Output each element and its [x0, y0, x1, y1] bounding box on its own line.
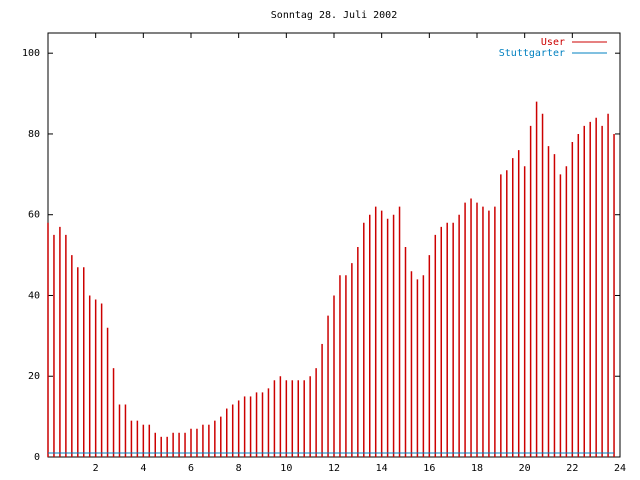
x-tick-label: 8: [236, 463, 242, 474]
x-tick-label: 6: [188, 463, 194, 474]
chart-title: Sonntag 28. Juli 2002: [271, 10, 397, 21]
x-tick-label: 22: [566, 463, 578, 474]
y-tick-label: 0: [34, 452, 40, 463]
y-tick-label: 100: [22, 48, 40, 59]
legend-label: User: [541, 37, 565, 48]
x-tick-label: 12: [328, 463, 340, 474]
x-tick-label: 20: [519, 463, 531, 474]
y-tick-label: 20: [28, 371, 40, 382]
x-tick-label: 14: [376, 463, 388, 474]
x-tick-label: 2: [93, 463, 99, 474]
x-tick-label: 10: [280, 463, 292, 474]
y-tick-label: 40: [28, 290, 40, 301]
legend-label: Stuttgarter: [499, 48, 565, 59]
x-tick-label: 4: [140, 463, 146, 474]
y-tick-label: 80: [28, 129, 40, 140]
x-tick-label: 16: [423, 463, 435, 474]
y-tick-label: 60: [28, 210, 40, 221]
x-tick-label: 24: [614, 463, 626, 474]
x-tick-label: 18: [471, 463, 483, 474]
